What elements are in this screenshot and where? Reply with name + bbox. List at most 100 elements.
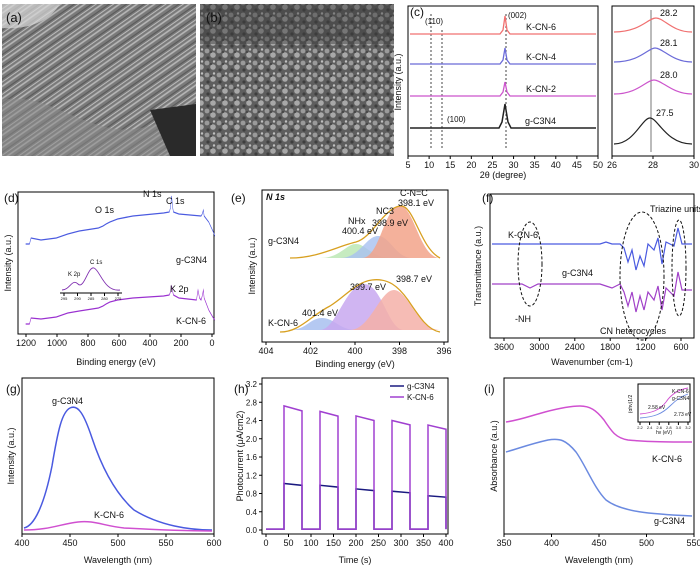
xrd-x-tick-label: 45	[572, 160, 582, 170]
photocurrent-legend: g-C3N4 K-CN-6	[390, 382, 435, 402]
uvvis-ylabel: Absorbance (a.u.)	[489, 420, 499, 492]
uvvis-legend-kcn6: K-CN-6	[652, 454, 682, 464]
xps-survey-peak-n1s: N 1s	[143, 189, 162, 199]
xrd-peak-002: (002)	[508, 11, 527, 20]
panel-c: (c) Intensity (a.u.) 5 10 15 20 25 30 35 40 45 50…	[393, 5, 699, 180]
xrd-x-tick-label: 35	[530, 160, 540, 170]
survey-x-tick-label: 1000	[47, 338, 67, 348]
pl-xlabel: Wavelength (nm)	[84, 555, 152, 565]
panel-b-label: (b)	[206, 10, 222, 25]
n1s-kcn6-fit-3	[350, 290, 440, 330]
pl-ylabel: Intensity (a.u.)	[6, 427, 16, 484]
photo-y-tick-label: 0.0	[246, 526, 258, 535]
n1s-x-tick-label: 396	[436, 346, 451, 356]
xrd-zoom-label-kcn6: 28.2	[660, 8, 678, 18]
xps-survey-kcn6	[25, 284, 215, 325]
survey-x-tick-label: 200	[173, 338, 188, 348]
xrd-x-tick-label: 20	[466, 160, 476, 170]
survey-x-tick-label: 600	[111, 338, 126, 348]
xrd-curve-kcn4	[410, 47, 596, 65]
panel-f-label: (f)	[482, 191, 493, 205]
photo-x-tick-label: 250	[371, 538, 386, 548]
n1s-k-energy-2: 399.7 eV	[350, 282, 386, 292]
xps-survey-frame	[17, 191, 215, 335]
pl-legend-kcn6: K-CN-6	[94, 510, 124, 520]
uv-inset-x-tick-label: 2.8	[666, 425, 672, 430]
panel-c-label: (c)	[410, 5, 424, 19]
pl-x-tick-label: 600	[206, 538, 221, 548]
survey-inset-x-tick-label: 275	[115, 296, 122, 301]
n1s-x-tick-label: 402	[303, 346, 318, 356]
xps-survey-ticks: 1200 1000 800 600 400 200 0	[16, 334, 215, 348]
xps-survey-legend-gc3n4: g-C3N4	[176, 255, 207, 265]
ftir-ylabel: Transmittance (a.u.)	[473, 226, 483, 306]
photocurrent-curves	[266, 404, 447, 530]
uvvis-inset-gap-kcn6: 2.58 eV	[648, 405, 666, 411]
panel-i-label: (i)	[484, 382, 495, 396]
photo-x-tick-label: 50	[283, 538, 293, 548]
pl-x-tick-label: 400	[14, 538, 29, 548]
xrd-legend-kcn2: K-CN-2	[526, 84, 556, 94]
xrd-x-ticks: 5 10 15 20 25 30 35 40 45 50	[405, 156, 603, 170]
photo-y-tick-label: 3.2	[246, 380, 258, 389]
photo-x-tick-label: 350	[416, 538, 431, 548]
xps-inset-k2p: K 2p	[68, 272, 81, 278]
xrd-peak-100: (100)	[447, 115, 466, 124]
survey-x-tick-label: 0	[209, 338, 214, 348]
photo-y-tick-label: 1.2	[246, 471, 258, 480]
ftir-x-tick-label: 1200	[636, 342, 656, 352]
ftir-cn-ellipse	[619, 211, 665, 341]
panel-b: (b)	[200, 4, 394, 156]
xrd-x-tick-label: 25	[487, 160, 497, 170]
uv-x-tick-label: 450	[591, 538, 606, 548]
ftir-annot-nh: -NH	[515, 314, 531, 324]
n1s-title: N 1s	[266, 192, 285, 202]
photo-y-tick-label: 0.8	[246, 490, 258, 499]
photocurrent-legend-gc3n4: g-C3N4	[407, 382, 435, 391]
pl-x-tick-label: 450	[62, 538, 77, 548]
xrd-legend-kcn4: K-CN-4	[526, 52, 556, 62]
ftir-frame	[489, 193, 695, 339]
pl-ticks: 400 450 500 550 600	[14, 534, 222, 548]
xrd-zoom-x-tick-label: 26	[607, 160, 617, 170]
xps-survey-gc3n4	[25, 195, 216, 245]
n1s-xlabel: Binding energy (eV)	[315, 359, 395, 369]
photo-x-tick-label: 150	[326, 538, 341, 548]
uv-inset-x-tick-label: 3.0	[676, 425, 682, 430]
xrd-x-tick-label: 10	[424, 160, 434, 170]
photocurrent-series-kcn6	[266, 404, 447, 530]
xrd-curve-gc3n4	[410, 103, 596, 129]
uvvis-inset-label-kcn6: K-CN-6	[672, 389, 689, 395]
panel-a: (a)	[2, 4, 196, 156]
ftir-x-tick-label: 3000	[529, 342, 549, 352]
photo-x-tick-label: 300	[393, 538, 408, 548]
uvvis-xlabel: Wavelength (nm)	[565, 555, 633, 565]
photocurrent-ylabel: Photocurrent (μA/cm2)	[235, 411, 245, 502]
uvvis-inset-ticks: 2.2 2.4 2.6 2.8 3.0 3.2	[637, 422, 692, 430]
xrd-zoom-kcn4	[613, 47, 693, 63]
xrd-zoom-label-kcn2: 28.0	[660, 70, 678, 80]
panel-f: (f) Transmittance (a.u.) 3600 3000 2400 180…	[473, 191, 700, 367]
ftir-x-tick-label: 600	[673, 342, 688, 352]
n1s-g-nhx: NHx	[348, 216, 366, 226]
panel-g: (g) Intensity (a.u.) 400 450 500 550 600 Wav…	[6, 377, 222, 565]
panel-a-label: (a)	[6, 10, 22, 25]
xrd-legend-kcn6: K-CN-6	[526, 22, 556, 32]
ftir-legend-gc3n4: g-C3N4	[562, 268, 593, 278]
n1s-g-nhx-energy: 400.4 eV	[342, 226, 378, 236]
pl-curve-kcn6	[23, 520, 213, 532]
xrd-x-tick-label: 5	[405, 160, 410, 170]
uvvis-legend-gc3n4: g-C3N4	[654, 516, 685, 526]
uv-inset-x-tick-label: 3.2	[685, 425, 691, 430]
xrd-xlabel: 2θ (degree)	[480, 170, 527, 180]
xps-survey-xlabel: Binding energy (eV)	[76, 357, 156, 367]
xrd-zoom-label-kcn4: 28.1	[660, 38, 678, 48]
ftir-annot-cn: CN heterocycles	[600, 326, 667, 336]
uvvis-inset: (αhν)1/2 hν (eV) 2.2 2.4 2.6 2.8 3.0 3.2 K-CN…	[628, 383, 692, 436]
sem-a-dark-region	[150, 104, 196, 156]
xps-inset-curve	[61, 267, 121, 291]
uv-inset-x-tick-label: 2.2	[637, 425, 643, 430]
photocurrent-ticks: 0 50 100 150 200 250 300 350 400 0.0 0.4 0.8 1.2 1.6 2…	[246, 380, 454, 548]
uvvis-ticks: 350 400 450 500 550	[496, 534, 700, 548]
